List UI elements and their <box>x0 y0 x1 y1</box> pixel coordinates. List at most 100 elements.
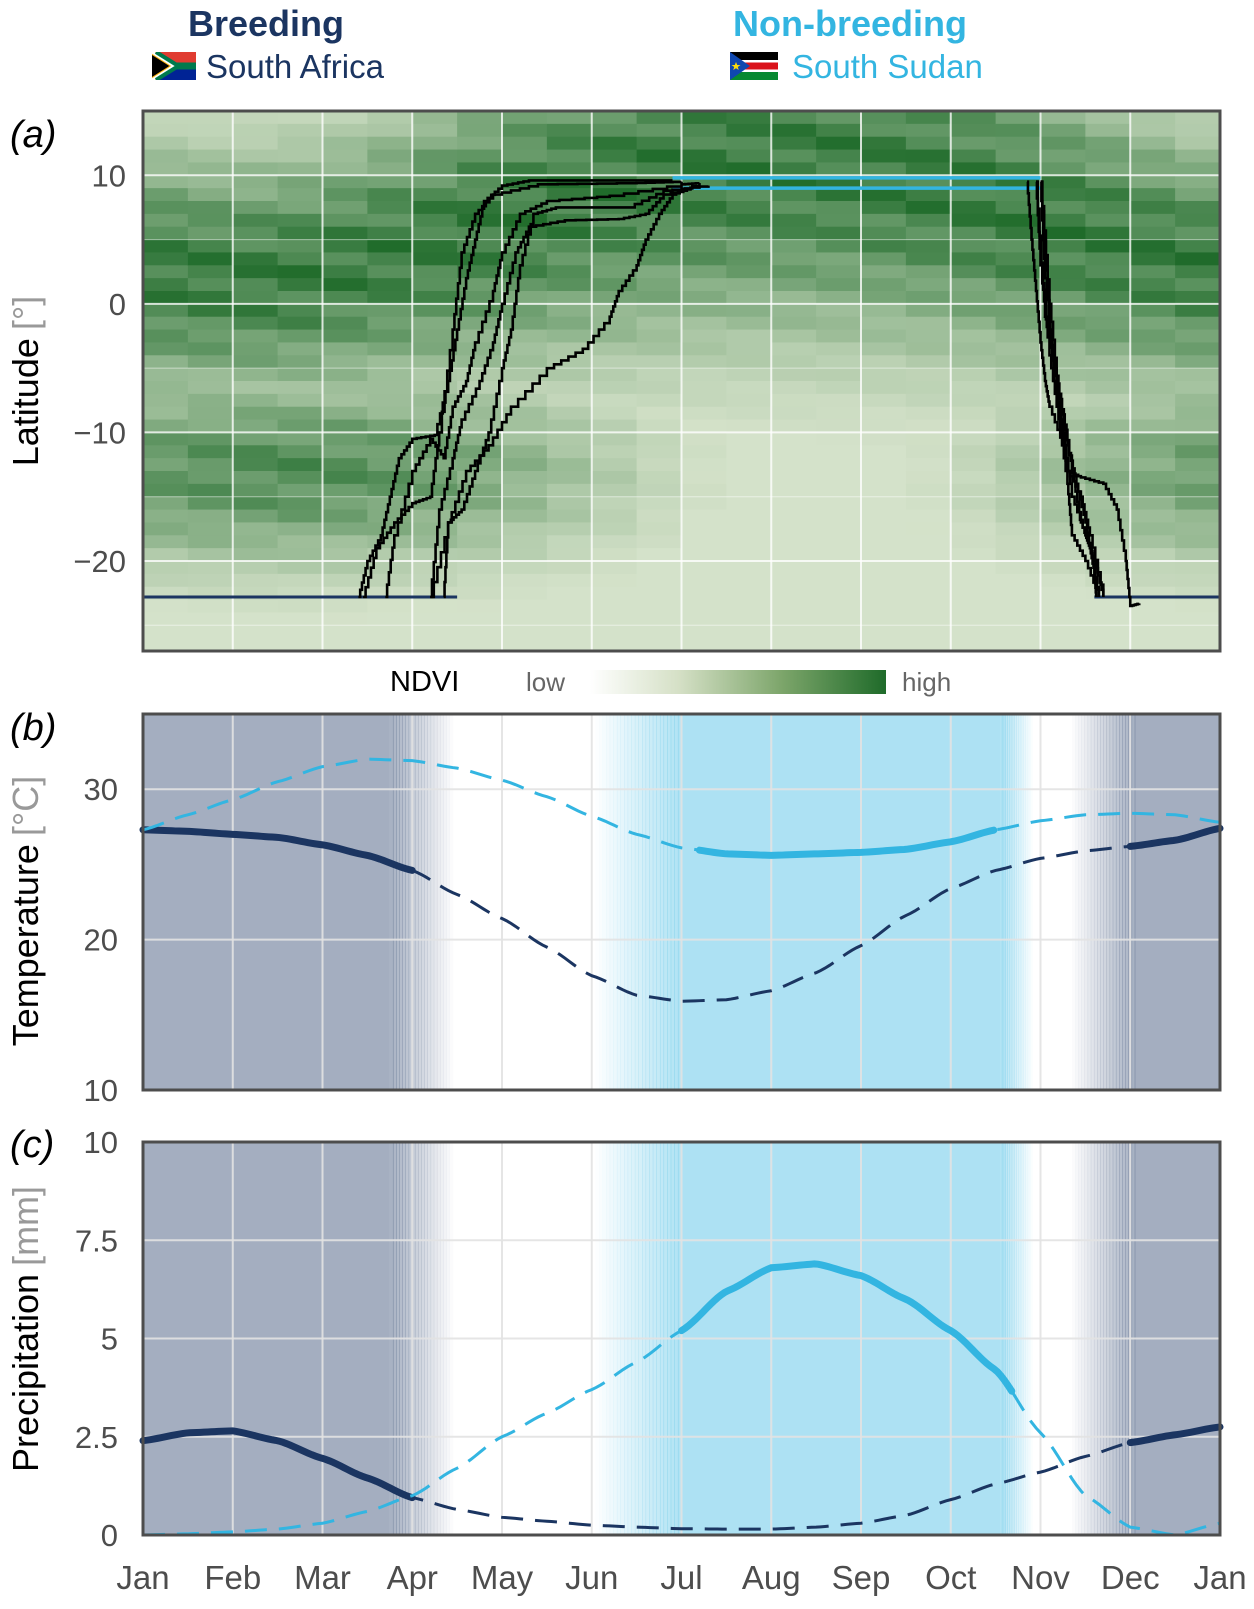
ndvi-cell <box>905 535 952 549</box>
ndvi-cell <box>1175 445 1221 459</box>
ndvi-cell <box>187 573 234 588</box>
ndvi-cell <box>726 149 772 164</box>
breeding-season-fade <box>1100 714 1104 1090</box>
ndvi-cell <box>816 123 862 138</box>
ndvi-cell <box>636 522 683 536</box>
ndvi-cell <box>412 278 458 292</box>
ndvi-cell <box>950 136 997 151</box>
ndvi-cell <box>771 316 817 331</box>
ndvi-cell <box>143 136 189 151</box>
ndvi-cell <box>1040 162 1086 176</box>
ndvi-cell <box>771 419 817 434</box>
nonbreeding-season-fade <box>1016 714 1019 1090</box>
panel-a-grid <box>143 111 1220 651</box>
ndvi-cell <box>816 188 862 202</box>
ndvi-cell <box>412 239 458 254</box>
ndvi-cell <box>187 316 234 331</box>
nonbreeding-season-fade <box>1018 714 1021 1090</box>
ndvi-cell <box>502 213 548 228</box>
ndvi-cell <box>636 445 683 459</box>
ndvi-cell <box>277 136 324 151</box>
x-month-label: May <box>471 1559 534 1596</box>
ndvi-cell <box>636 586 683 601</box>
ndvi-cell <box>1175 239 1221 254</box>
ndvi-cell <box>681 252 727 266</box>
ndvi-cell <box>591 111 638 125</box>
ndvi-cell <box>1040 201 1086 215</box>
ndvi-cell <box>681 522 727 536</box>
ndvi-cell <box>367 111 413 125</box>
ndvi-cell <box>457 483 503 498</box>
ndvi-cell <box>816 111 862 125</box>
ndvi-cell <box>861 278 907 292</box>
ndvi-cell <box>726 496 772 511</box>
panel-b-ylabel-text: Temperature <box>5 844 46 1046</box>
ndvi-cell <box>681 586 727 601</box>
breeding-season-fade <box>1122 714 1126 1090</box>
ndvi-cell <box>995 458 1042 472</box>
ndvi-cell <box>950 509 997 524</box>
ndvi-cell <box>367 316 413 331</box>
ndvi-cell <box>143 573 189 588</box>
breeding-season-fade <box>1109 714 1114 1090</box>
ndvi-cell <box>412 149 458 164</box>
ndvi-cell <box>502 342 548 356</box>
x-axis-months: Jan Feb Mar Apr May Jun Jul Aug Sep Oct Nov Dec Jan <box>116 1559 1246 1596</box>
ndvi-cell <box>905 586 952 601</box>
ndvi-cell <box>412 638 458 652</box>
ndvi-cell <box>591 535 638 549</box>
ndvi-cell <box>187 381 234 395</box>
ndvi-cell <box>277 471 324 485</box>
ndvi-cell <box>861 226 907 241</box>
ndvi-cell <box>457 599 503 614</box>
ndvi-cell <box>861 458 907 472</box>
ndvi-cell <box>367 368 413 382</box>
ndvi-cell <box>1085 496 1131 511</box>
ndvi-cell <box>771 239 817 254</box>
ndvi-cell <box>322 522 368 536</box>
ndvi-cell <box>367 239 413 254</box>
ndvi-cell <box>412 111 458 125</box>
ndvi-cell <box>905 393 952 408</box>
panel-a-ylabel-text: Latitude <box>5 338 46 466</box>
ndvi-cell <box>905 573 952 588</box>
ndvi-cell <box>1130 599 1176 614</box>
ndvi-cell <box>681 329 727 344</box>
ndvi-cell <box>412 612 458 626</box>
ndvi-cell <box>995 393 1042 408</box>
ndvi-cell <box>591 458 638 472</box>
ndvi-cell <box>995 432 1042 446</box>
ndvi-cell <box>1085 393 1131 408</box>
ndvi-cell <box>995 368 1042 382</box>
ndvi-cell <box>1175 278 1221 292</box>
ndvi-cell <box>412 393 458 408</box>
x-month-label: Feb <box>204 1559 261 1596</box>
nonbreeding-season-fade <box>595 714 599 1090</box>
ndvi-cell <box>187 265 234 279</box>
ndvi-cell <box>591 316 638 331</box>
ndvi-cell <box>1175 522 1221 536</box>
ndvi-cell <box>277 123 324 138</box>
ndvi-cell <box>861 393 907 408</box>
ndvi-cell <box>367 471 413 485</box>
ndvi-cell <box>1175 393 1221 408</box>
ndvi-cell <box>322 612 368 626</box>
ndvi-cell <box>861 123 907 138</box>
ndvi-cell <box>681 355 727 369</box>
ndvi-cell <box>457 123 503 138</box>
ndvi-cell <box>861 342 907 356</box>
ndvi-cell <box>232 316 279 331</box>
ndvi-cell <box>502 522 548 536</box>
ndvi-cell <box>591 573 638 588</box>
panel-a-ylabel: Latitude [°] <box>5 296 46 467</box>
ndvi-cell <box>187 303 234 318</box>
ndvi-cell <box>950 612 997 626</box>
ndvi-cell <box>816 599 862 614</box>
ndvi-cell <box>277 612 324 626</box>
ndvi-cell <box>726 252 772 266</box>
ndvi-cell <box>502 548 548 562</box>
ndvi-cell <box>995 612 1042 626</box>
nonbreeding-season-fade <box>1010 714 1014 1090</box>
breeding-season-fade <box>1112 714 1117 1090</box>
ndvi-cell <box>502 162 548 176</box>
